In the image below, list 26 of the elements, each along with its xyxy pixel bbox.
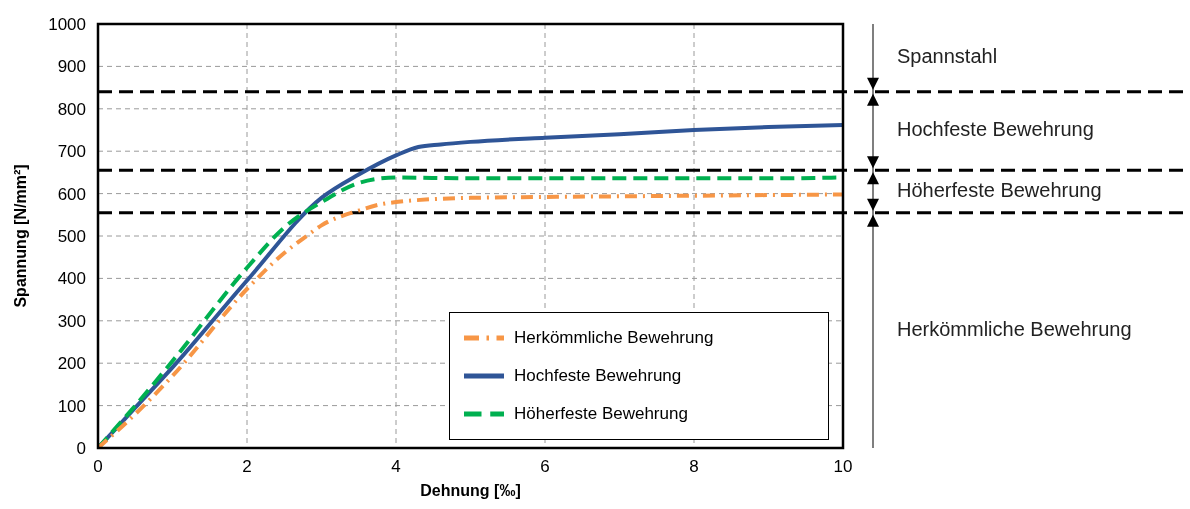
- y-tick-label: 900: [57, 57, 86, 77]
- x-tick-label: 2: [242, 457, 252, 477]
- x-tick-label: 6: [540, 457, 550, 477]
- y-tick-label: 0: [76, 439, 86, 459]
- y-tick-label: 1000: [48, 15, 86, 35]
- x-tick-label: 8: [689, 457, 699, 477]
- y-tick-label: 100: [57, 396, 86, 416]
- text: Hochfeste Bewehrung: [897, 118, 1094, 141]
- y-tick-label: 500: [57, 227, 86, 247]
- x-tick-label: 4: [391, 457, 401, 477]
- y-tick-label: 400: [57, 269, 86, 289]
- x-tick-label: 0: [93, 457, 103, 477]
- y-tick-label: 200: [57, 354, 86, 374]
- y-tick-label: 300: [57, 311, 86, 331]
- y-axis-title: Spannung [N/mm²]: [11, 164, 29, 308]
- text: Herkömmliche Bewehrung: [897, 317, 1132, 340]
- x-tick-label: 10: [833, 457, 853, 477]
- legend-label: Herkömmliche Bewehrung: [514, 328, 714, 347]
- y-tick-label: 800: [57, 99, 86, 119]
- text: Spannstahl: [897, 45, 998, 68]
- text: Höherfeste Bewehrung: [897, 178, 1102, 201]
- legend-label: Höherfeste Bewehrung: [514, 404, 688, 423]
- x-axis-title: Dehnung [‰]: [420, 482, 521, 499]
- y-tick-label: 700: [57, 142, 86, 162]
- y-tick-label: 600: [57, 184, 86, 204]
- legend-label: Hochfeste Bewehrung: [514, 366, 682, 385]
